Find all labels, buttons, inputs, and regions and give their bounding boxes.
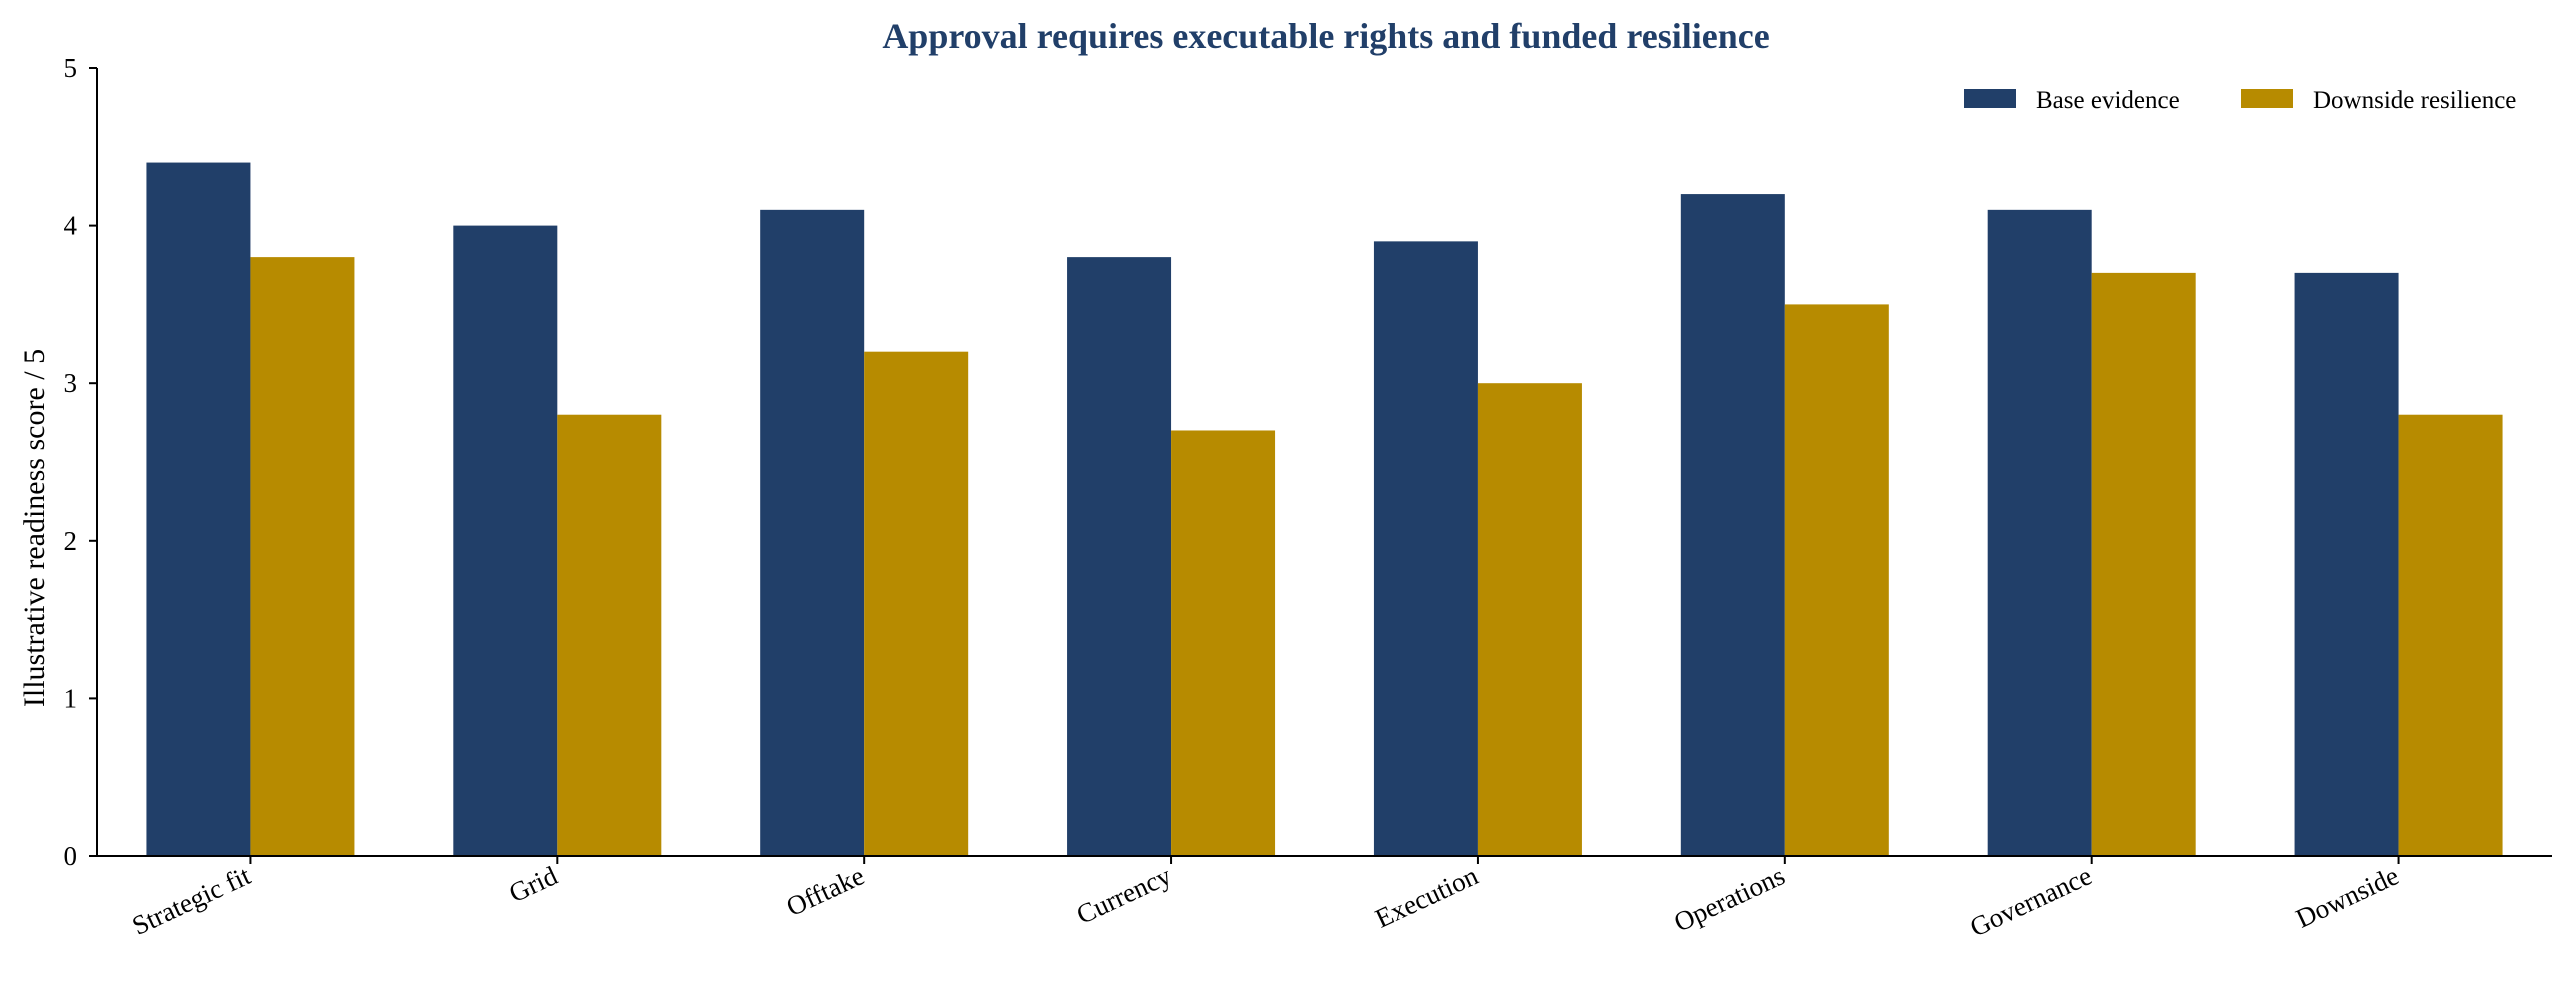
- bar-downside-resilience-governance: [2091, 272, 2196, 856]
- legend-swatch-downside-resilience: [2241, 89, 2293, 108]
- y-tick-label: 0: [64, 841, 78, 871]
- bar-downside-resilience-grid: [557, 414, 662, 856]
- bar-downside-resilience-strategic-fit: [250, 257, 355, 856]
- bar-downside-resilience-offtake: [864, 351, 969, 856]
- legend-label-downside-resilience: Downside resilience: [2313, 87, 2516, 114]
- x-tick-label-currency: Currency: [1072, 860, 1176, 930]
- bar-base-evidence-grid: [453, 225, 558, 857]
- x-tick-label-operations: Operations: [1669, 860, 1789, 937]
- chart-title: Approval requires executable rights and …: [882, 16, 1769, 56]
- x-tick-label-governance: Governance: [1965, 860, 2096, 942]
- x-tick-label-grid: Grid: [504, 860, 562, 908]
- x-tick-label-strategic-fit: Strategic fit: [127, 860, 255, 941]
- bar-base-evidence-offtake: [760, 209, 865, 857]
- legend: Base evidence Downside resilience: [1964, 87, 2516, 114]
- bar-downside-resilience-operations: [1784, 304, 1889, 856]
- y-tick-label: 5: [64, 53, 78, 83]
- x-tick-label-execution: Execution: [1371, 860, 1483, 934]
- y-tick-label: 2: [64, 526, 78, 556]
- bar-base-evidence-execution: [1373, 241, 1478, 857]
- bar-base-evidence-downside: [2294, 272, 2399, 856]
- y-tick-label: 3: [64, 368, 78, 398]
- bar-base-evidence-operations: [1680, 194, 1785, 856]
- x-tick-label-offtake: Offtake: [782, 860, 869, 922]
- x-tick-label-downside: Downside: [2291, 860, 2403, 933]
- legend-label-base-evidence: Base evidence: [2036, 87, 2180, 114]
- bar-base-evidence-currency: [1067, 257, 1172, 856]
- y-tick-label: 4: [64, 211, 78, 241]
- y-tick-label: 1: [64, 683, 78, 713]
- bar-base-evidence-strategic-fit: [146, 162, 251, 856]
- y-axis-title: Illustrative readiness score / 5: [18, 349, 51, 707]
- legend-swatch-base-evidence: [1964, 89, 2016, 108]
- bar-downside-resilience-downside: [2398, 414, 2503, 856]
- plot-area: 0 1 2 3 4 5 Strategic fit Grid Offtake Currency Ex…: [64, 53, 2552, 943]
- bar-downside-resilience-currency: [1171, 430, 1276, 856]
- bar-downside-resilience-execution: [1477, 383, 1582, 856]
- bar-base-evidence-governance: [1987, 209, 2092, 857]
